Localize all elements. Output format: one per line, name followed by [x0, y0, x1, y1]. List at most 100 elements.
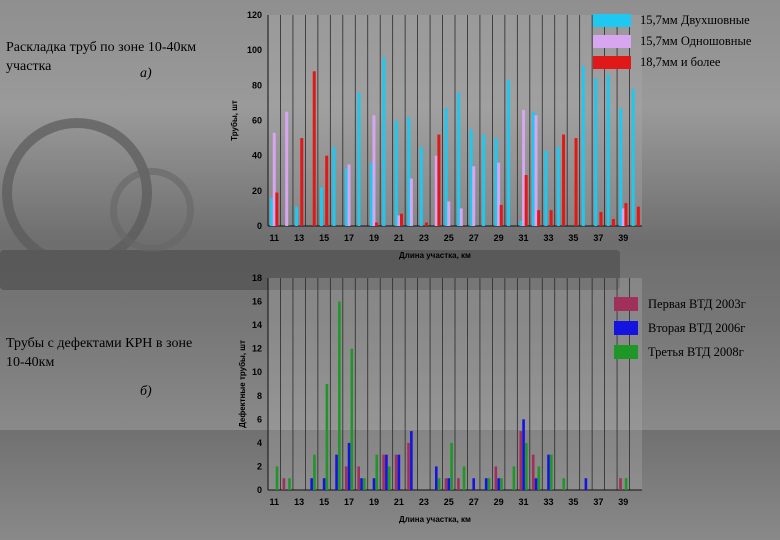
- chart1-bar: [621, 208, 625, 226]
- chart2-y-tick-label: 2: [257, 461, 262, 471]
- chart1-bar: [459, 208, 463, 226]
- chart2-bar: [450, 442, 453, 490]
- chart2-legend-swatch: [614, 297, 638, 311]
- chart2-x-axis-label: Длина участка, км: [399, 515, 471, 524]
- chart1-bar: [574, 138, 578, 226]
- chart1-bar: [556, 146, 560, 226]
- chart2-x-tick-label: 19: [369, 497, 379, 507]
- chart1-bar: [537, 210, 541, 226]
- chart1-bar: [549, 210, 553, 226]
- chart1-x-tick-label: 19: [369, 233, 379, 243]
- chart2-legend-swatch: [614, 345, 638, 359]
- chart1-bar: [482, 134, 486, 226]
- chart2-bar: [382, 454, 385, 490]
- chart2-bar: [619, 478, 622, 490]
- chart2-y-tick-label: 6: [257, 414, 262, 424]
- chart2-x-tick-label: 25: [444, 497, 454, 507]
- chart2-y-axis-label: Дефектные трубы, шт: [238, 340, 247, 428]
- chart2-title: Трубы с дефектами КРН в зоне 10-40км: [6, 336, 193, 370]
- chart1-bar: [599, 211, 603, 226]
- chart1-bar: [375, 222, 379, 226]
- chart2-x-tick-label: 15: [319, 497, 329, 507]
- chart1-bar: [469, 129, 473, 226]
- chart2-y-tick-label: 12: [252, 344, 262, 354]
- chart2-bar: [447, 478, 451, 490]
- chart2-bar: [397, 454, 401, 490]
- chart1-bar: [407, 116, 411, 226]
- chart1-bar: [494, 138, 498, 226]
- chart1-bar: [499, 204, 503, 226]
- chart2-x-tick-label: 11: [269, 497, 279, 507]
- chart1-legend-label: 15,7мм Одношовные: [640, 34, 752, 48]
- chart1-bar: [434, 155, 438, 226]
- chart2-bar: [410, 431, 413, 490]
- chart1-bar: [285, 111, 289, 226]
- chart1-y-tick-label: 120: [247, 10, 262, 20]
- chart2-bar: [522, 419, 525, 490]
- chart2-bar: [282, 478, 286, 490]
- chart2-bar: [288, 478, 291, 490]
- chart1-x-tick-label: 31: [519, 233, 529, 243]
- chart2-bar: [462, 466, 466, 490]
- chart2-bar: [444, 478, 448, 490]
- chart1-x-tick-label: 29: [494, 233, 504, 243]
- chart1-legend-swatch: [593, 35, 631, 48]
- chart1-x-tick-label: 21: [394, 233, 404, 243]
- chart1-x-tick-label: 15: [319, 233, 329, 243]
- chart1-bar: [419, 146, 423, 226]
- chart2-bar: [387, 466, 391, 490]
- chart2-x-tick-label: 37: [593, 497, 603, 507]
- chart2-bar: [537, 466, 541, 490]
- chart1-bar: [347, 164, 351, 226]
- chart2-x-tick-label: 21: [394, 497, 404, 507]
- chart1-bar: [562, 134, 566, 226]
- chart1-bar: [409, 178, 413, 226]
- chart1-x-tick-label: 17: [344, 233, 354, 243]
- chart2-bar: [512, 466, 516, 490]
- chart2-bar: [310, 478, 313, 490]
- chart2-bar: [347, 442, 351, 490]
- chart1-panel-label: а): [140, 66, 152, 81]
- chart1-bar: [447, 201, 451, 226]
- chart1-bar: [275, 192, 279, 226]
- chart2-bar: [394, 454, 398, 490]
- chart1-x-tick-label: 23: [419, 233, 429, 243]
- chart2-bar: [357, 466, 360, 490]
- chart1-y-tick-label: 60: [252, 116, 262, 126]
- chart1-y-tick-label: 40: [252, 151, 262, 161]
- chart2-y-tick-label: 18: [252, 273, 262, 283]
- chart1-x-tick-label: 13: [294, 233, 304, 243]
- chart1-y-tick-label: 0: [257, 221, 262, 231]
- chart1-x-tick-label: 35: [568, 233, 578, 243]
- chart2-panel-label: б): [140, 384, 152, 399]
- chart1-bar: [524, 175, 528, 226]
- chart1-bar: [631, 88, 635, 226]
- chart1-bar: [344, 167, 348, 226]
- chart2-x-tick-label: 35: [568, 497, 578, 507]
- chart2-bar: [562, 478, 566, 490]
- chart1-bar: [534, 115, 538, 226]
- chart1-bar: [382, 57, 386, 227]
- chart1-bar: [497, 162, 501, 226]
- chart2-bar: [407, 442, 410, 490]
- chart1-y-axis-label: Трубы, шт: [230, 100, 239, 141]
- chart1-bar: [424, 222, 428, 226]
- chart2-bar: [584, 478, 588, 490]
- chart2-legend-swatch: [614, 321, 638, 335]
- chart1-bar: [272, 132, 276, 226]
- chart1-x-tick-label: 37: [593, 233, 603, 243]
- chart1-bar: [300, 138, 304, 226]
- chart1-bar: [606, 74, 610, 227]
- chart2-bar: [437, 478, 441, 490]
- chart2-x-tick-label: 13: [294, 497, 304, 507]
- chart1-bar: [544, 150, 548, 226]
- chart2-y-tick-label: 8: [257, 391, 262, 401]
- chart2-bar: [360, 478, 363, 490]
- chart2-bar: [322, 478, 326, 490]
- chart1-bar: [594, 78, 598, 226]
- chart1-bar: [581, 65, 585, 226]
- chart2-bar: [338, 301, 341, 490]
- chart1-bar: [619, 108, 623, 226]
- chart1-y-tick-label: 80: [252, 80, 262, 90]
